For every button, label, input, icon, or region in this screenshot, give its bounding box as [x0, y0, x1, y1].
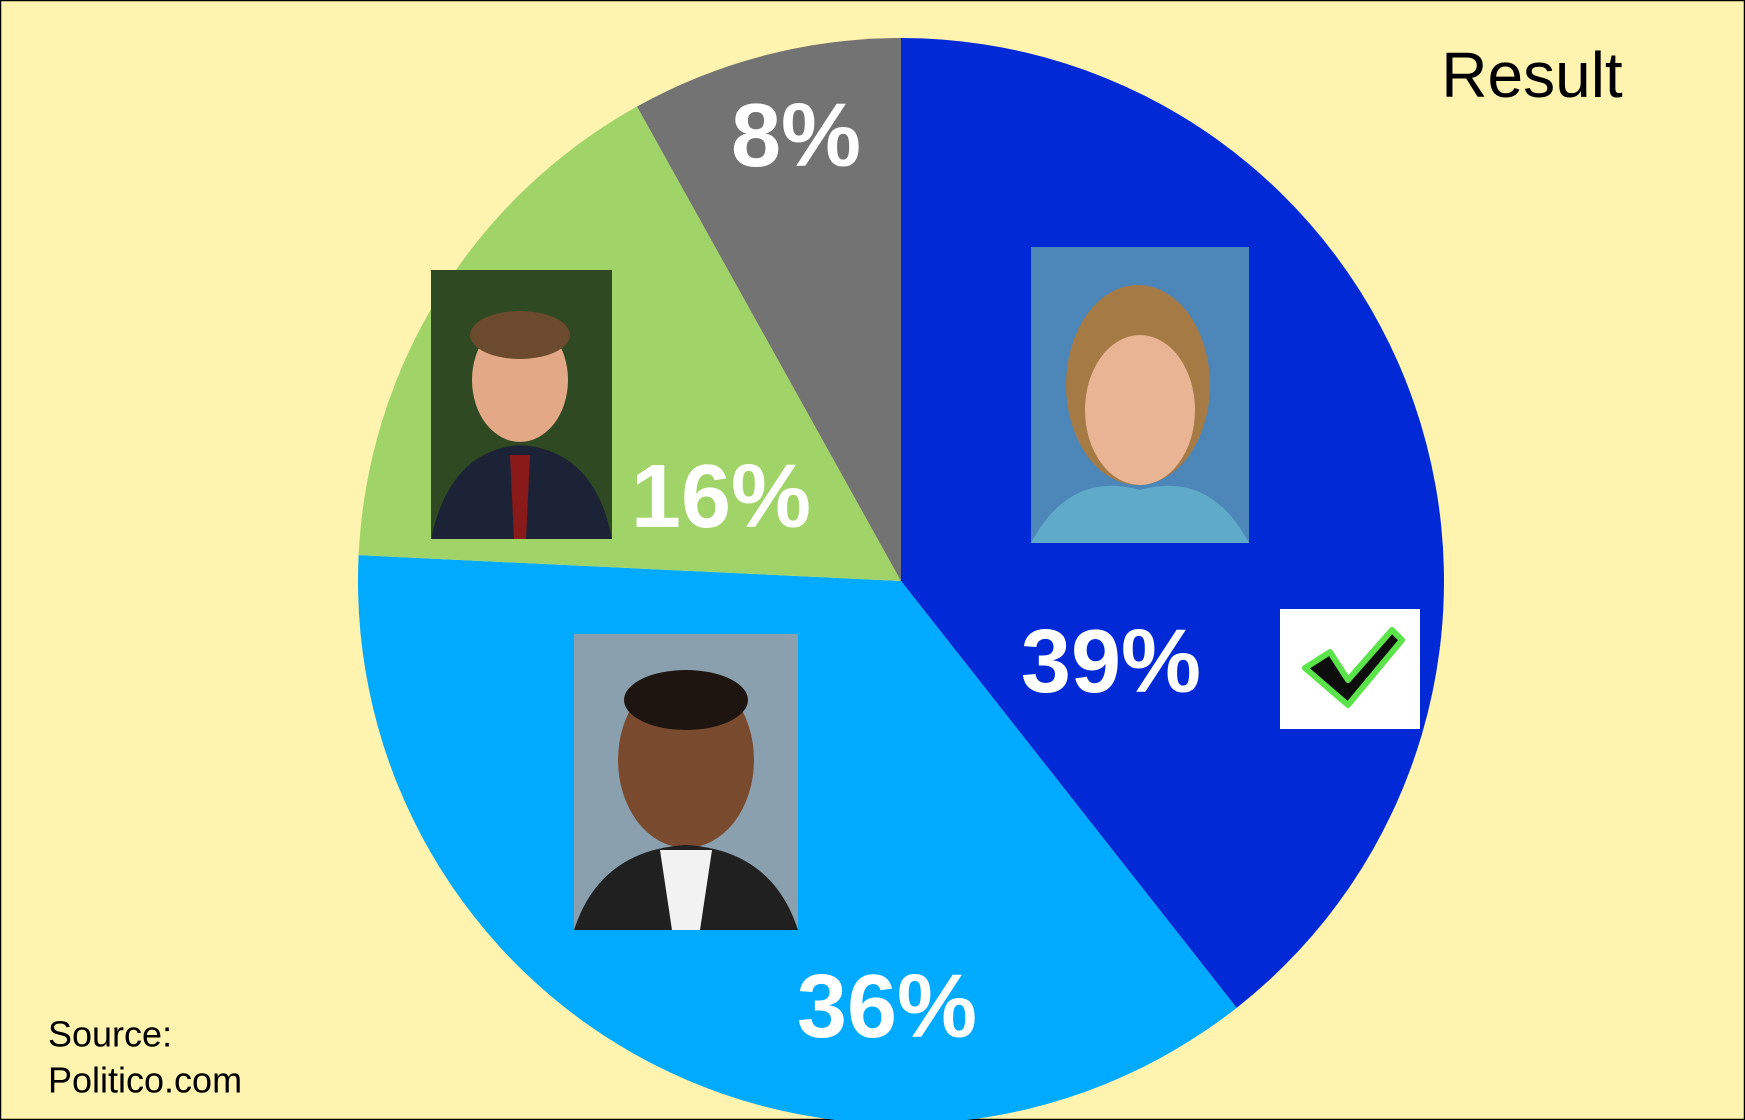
source-line: Politico.com	[48, 1060, 242, 1101]
check-icon	[1280, 609, 1420, 729]
data-label: 8%	[731, 86, 861, 186]
page: 39%36%16%8% Result Source: Politico.com …	[0, 0, 1745, 1120]
photo	[431, 270, 612, 539]
data-label: 36%	[797, 957, 977, 1057]
photo	[1031, 247, 1249, 543]
photo	[574, 634, 798, 930]
source-line: Source:	[48, 1014, 172, 1055]
data-label: 39%	[1021, 612, 1201, 712]
chart-title: Result	[1441, 39, 1623, 111]
chart: 39% 36% 16% 8% Result Source: Politico.com	[0, 0, 1745, 1120]
data-label: 16%	[631, 447, 811, 547]
